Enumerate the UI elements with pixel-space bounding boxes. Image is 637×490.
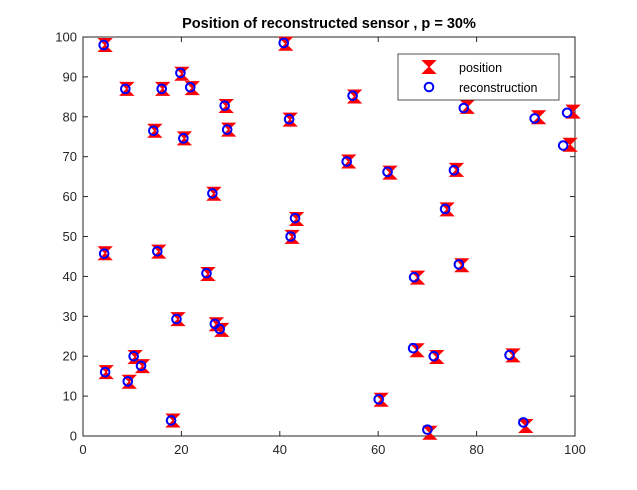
reconstruction-point-9 — [207, 188, 218, 199]
plot-area — [82, 36, 576, 437]
reconstruction-point-17 — [341, 156, 353, 167]
reconstruction-point-27 — [453, 259, 465, 270]
reconstruction-point-13 — [458, 102, 470, 114]
y-tick-label-0: 0 — [70, 429, 77, 444]
reconstruction-point-30 — [214, 323, 226, 335]
reconstruction-point-37 — [504, 349, 515, 361]
reconstruction-point-33 — [99, 366, 111, 378]
reconstruction-point-4 — [184, 81, 196, 93]
data-points — [97, 36, 581, 440]
reconstruction-point-2 — [156, 83, 168, 95]
reconstruction-point-20 — [439, 203, 451, 215]
reconstruction-point-38 — [165, 415, 177, 426]
chart-title: Position of reconstructed sensor , p = 3… — [182, 16, 476, 32]
reconstruction-point-8 — [221, 124, 233, 135]
reconstruction-point-6 — [178, 133, 189, 144]
axis-tick-labels: 0 20 40 60 80 100 0 10 20 30 40 50 60 70 80 90 100 — [55, 30, 586, 458]
reconstruction-point-28 — [171, 313, 182, 325]
reconstruction-point-18 — [382, 166, 393, 178]
reconstruction-point-34 — [122, 376, 134, 387]
reconstruction-point-36 — [428, 350, 440, 362]
legend-label-position: position — [459, 61, 502, 75]
reconstruction-point-40 — [422, 424, 433, 435]
reconstruction-point-14 — [529, 113, 540, 124]
y-tick-label-2: 20 — [63, 349, 77, 364]
legend-bowtie-marker — [421, 60, 437, 74]
reconstruction-point-3 — [175, 67, 186, 79]
y-tick-label-6: 60 — [63, 189, 77, 204]
x-tick-label-3: 60 — [371, 442, 385, 457]
x-tick-label-5: 100 — [564, 442, 586, 457]
y-tick-label-4: 40 — [63, 269, 77, 284]
legend-label-reconstruction: reconstruction — [459, 81, 538, 95]
reconstruction-point-19 — [448, 164, 460, 176]
x-tick-label-1: 20 — [174, 442, 188, 457]
reconstruction-point-22 — [285, 231, 296, 242]
legend-marker-reconstruction — [423, 81, 435, 93]
y-tick-label-8: 80 — [63, 109, 77, 124]
reconstruction-point-23 — [98, 248, 110, 259]
legend-entry-position: position — [421, 60, 502, 75]
reconstruction-point-10 — [278, 37, 290, 49]
reconstruction-point-41 — [518, 417, 529, 428]
y-tick-label-7: 70 — [63, 149, 77, 164]
legend-marker-position — [421, 60, 437, 74]
y-tick-label-3: 30 — [63, 309, 77, 324]
reconstruction-point-31 — [128, 350, 139, 362]
legend-circle-marker — [423, 81, 435, 93]
legend-entry-reconstruction: reconstruction — [423, 81, 538, 95]
reconstruction-point-26 — [408, 271, 420, 283]
y-tick-label-5: 50 — [63, 229, 77, 244]
x-tick-label-4: 80 — [469, 442, 483, 457]
reconstruction-point-16 — [557, 140, 569, 151]
reconstruction-point-24 — [151, 245, 163, 257]
y-tick-label-10: 100 — [55, 30, 77, 45]
legend: position reconstruction — [397, 53, 560, 101]
reconstruction-point-7 — [219, 100, 230, 111]
reconstruction-point-15 — [561, 107, 573, 119]
x-tick-label-0: 0 — [79, 442, 86, 457]
y-tick-label-9: 90 — [63, 69, 77, 84]
reconstruction-point-0 — [98, 39, 109, 51]
y-tick-label-1: 10 — [63, 389, 77, 404]
x-tick-label-2: 40 — [273, 442, 287, 457]
reconstruction-point-12 — [347, 90, 358, 101]
reconstruction-point-32 — [135, 360, 147, 372]
reconstruction-point-21 — [289, 212, 301, 224]
reconstruction-point-35 — [407, 342, 419, 354]
reconstruction-point-39 — [373, 393, 384, 405]
series-reconstruction — [98, 37, 573, 435]
reconstruction-point-25 — [201, 267, 212, 279]
reconstruction-point-1 — [120, 83, 131, 95]
reconstruction-point-11 — [283, 113, 295, 125]
reconstruction-point-5 — [148, 125, 159, 137]
